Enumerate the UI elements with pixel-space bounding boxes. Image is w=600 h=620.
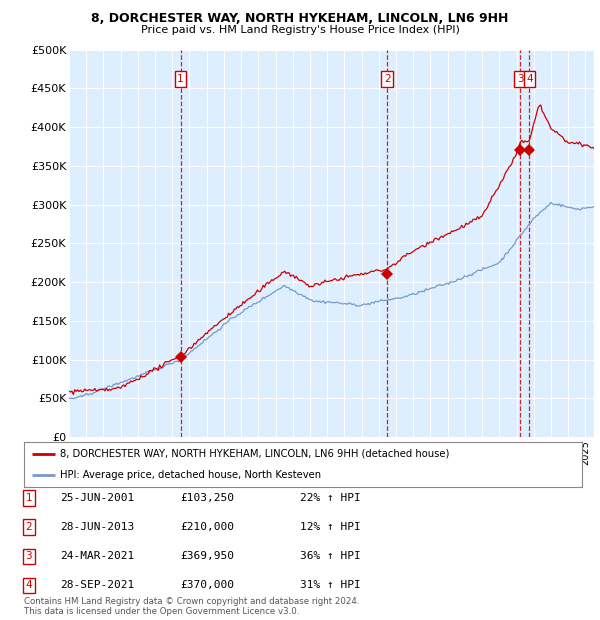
Text: 3: 3: [517, 74, 524, 84]
Text: 31% ↑ HPI: 31% ↑ HPI: [300, 580, 361, 590]
Text: Contains HM Land Registry data © Crown copyright and database right 2024.
This d: Contains HM Land Registry data © Crown c…: [24, 597, 359, 616]
Text: 4: 4: [25, 580, 32, 590]
Text: Price paid vs. HM Land Registry's House Price Index (HPI): Price paid vs. HM Land Registry's House …: [140, 25, 460, 35]
Text: £103,250: £103,250: [180, 493, 234, 503]
Text: 22% ↑ HPI: 22% ↑ HPI: [300, 493, 361, 503]
Text: £210,000: £210,000: [180, 522, 234, 532]
Text: 3: 3: [25, 551, 32, 561]
Text: 2: 2: [25, 522, 32, 532]
Text: HPI: Average price, detached house, North Kesteven: HPI: Average price, detached house, Nort…: [60, 470, 322, 480]
Text: 1: 1: [25, 493, 32, 503]
Text: £370,000: £370,000: [180, 580, 234, 590]
Text: 36% ↑ HPI: 36% ↑ HPI: [300, 551, 361, 561]
Text: 28-SEP-2021: 28-SEP-2021: [60, 580, 134, 590]
Text: 1: 1: [177, 74, 184, 84]
Text: £369,950: £369,950: [180, 551, 234, 561]
Text: 12% ↑ HPI: 12% ↑ HPI: [300, 522, 361, 532]
Text: 24-MAR-2021: 24-MAR-2021: [60, 551, 134, 561]
Text: 8, DORCHESTER WAY, NORTH HYKEHAM, LINCOLN, LN6 9HH (detached house): 8, DORCHESTER WAY, NORTH HYKEHAM, LINCOL…: [60, 449, 449, 459]
Text: 25-JUN-2001: 25-JUN-2001: [60, 493, 134, 503]
Text: 4: 4: [526, 74, 533, 84]
Text: 2: 2: [384, 74, 391, 84]
Text: 8, DORCHESTER WAY, NORTH HYKEHAM, LINCOLN, LN6 9HH: 8, DORCHESTER WAY, NORTH HYKEHAM, LINCOL…: [91, 12, 509, 25]
Text: 28-JUN-2013: 28-JUN-2013: [60, 522, 134, 532]
